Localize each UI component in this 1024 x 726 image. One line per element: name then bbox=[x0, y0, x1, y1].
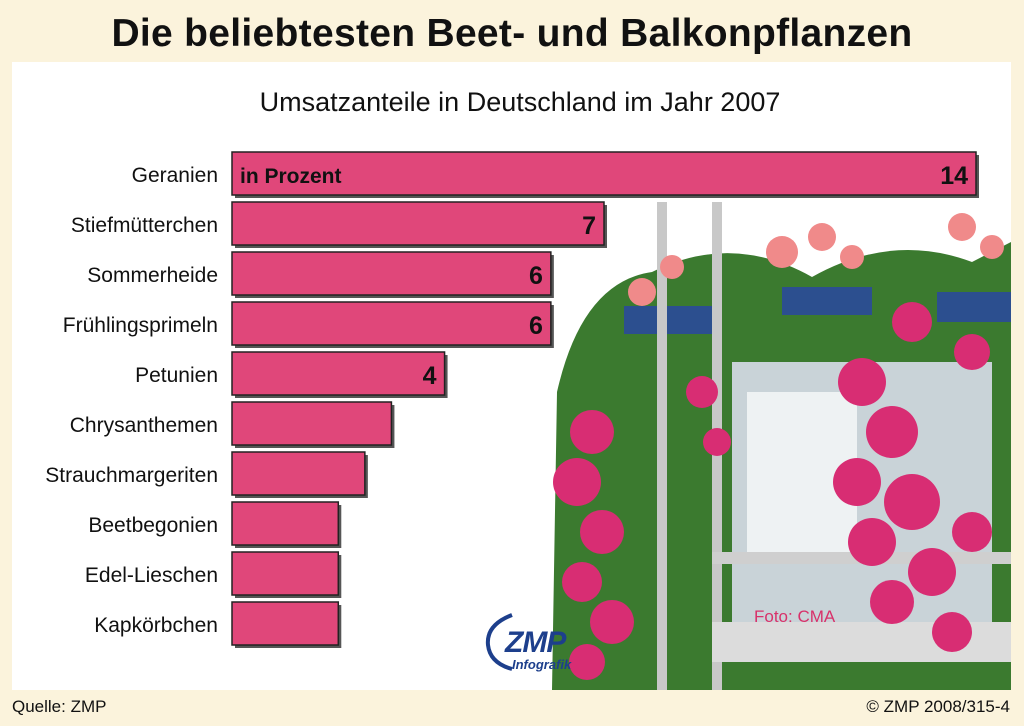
bar-0 bbox=[231, 151, 977, 196]
category-label: Stiefmütterchen bbox=[71, 214, 218, 237]
bar-5 bbox=[231, 401, 393, 446]
bar-2 bbox=[231, 251, 552, 296]
value-label: 14 bbox=[940, 162, 968, 190]
bar-8 bbox=[231, 551, 340, 596]
bar-1 bbox=[231, 201, 605, 246]
zmp-logo-icon bbox=[485, 613, 513, 671]
bar-4 bbox=[231, 351, 446, 396]
value-label: 6 bbox=[529, 262, 543, 290]
zmp-logo-subtext: Infografik bbox=[512, 657, 572, 672]
value-label: 7 bbox=[582, 212, 596, 240]
chart-title: Die beliebtesten Beet- und Balkonpflanze… bbox=[111, 12, 913, 55]
category-label: Chrysanthemen bbox=[70, 414, 218, 437]
category-label: Petunien bbox=[135, 364, 218, 387]
category-label: Strauchmargeriten bbox=[45, 464, 218, 487]
flower-photo bbox=[552, 202, 1011, 690]
category-label: Kapkörbchen bbox=[94, 614, 218, 637]
value-label: 6 bbox=[529, 312, 543, 340]
source-note: Quelle: ZMP bbox=[12, 697, 107, 716]
category-label: Edel-Lieschen bbox=[85, 564, 218, 587]
category-label: Beetbegonien bbox=[88, 514, 218, 537]
category-label: Frühlingsprimeln bbox=[63, 314, 218, 337]
chart-subtitle: Umsatzanteile in Deutschland im Jahr 200… bbox=[259, 87, 781, 117]
bar-6 bbox=[231, 451, 366, 496]
photo-credit: Foto: CMA bbox=[754, 607, 836, 626]
unit-label: in Prozent bbox=[240, 165, 342, 188]
category-label: Geranien bbox=[132, 164, 218, 187]
copyright-note: © ZMP 2008/315-4 bbox=[866, 697, 1010, 716]
bar-3 bbox=[231, 301, 552, 346]
bar-9 bbox=[231, 601, 340, 646]
category-label: Sommerheide bbox=[87, 264, 218, 287]
zmp-logo-text: ZMP bbox=[505, 626, 566, 659]
bar-7 bbox=[231, 501, 340, 546]
value-label: 4 bbox=[423, 362, 437, 390]
